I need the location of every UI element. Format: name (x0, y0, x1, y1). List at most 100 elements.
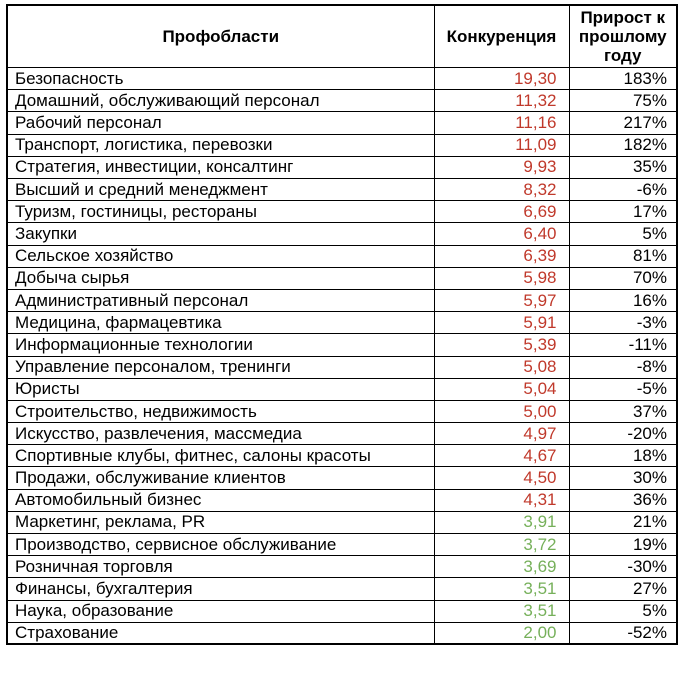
profession-cell: Добыча сырья (6, 266, 435, 290)
competition-value: 6,40 (433, 222, 570, 246)
growth-value: 19% (568, 533, 678, 557)
table-row: Финансы, бухгалтерия 3,51 27% (6, 577, 678, 601)
table-row: Искусство, развлечения, массмедиа 4,97 -20… (6, 422, 678, 446)
profession-cell: Сельское хозяйство (6, 244, 435, 268)
growth-value: 182% (568, 133, 678, 157)
table-row: Сельское хозяйство 6,39 81% (6, 244, 678, 268)
competition-value: 5,00 (433, 399, 570, 424)
table-row: Производство, сервисное обслуживание 3,72… (6, 533, 678, 557)
competition-value: 4,31 (433, 488, 570, 512)
growth-value: 36% (568, 488, 678, 512)
competition-value: 9,93 (433, 155, 570, 180)
profession-cell: Маркетинг, реклама, PR (6, 510, 435, 535)
profession-cell: Информационные технологии (6, 333, 435, 357)
competition-value: 3,91 (433, 510, 570, 535)
competition-value: 5,04 (433, 377, 570, 401)
competition-value: 5,91 (433, 311, 570, 335)
growth-value: 16% (568, 288, 678, 313)
table-row: Добыча сырья 5,98 70% (6, 266, 678, 290)
growth-value: -20% (568, 422, 678, 446)
growth-value: 17% (568, 200, 678, 224)
growth-value: 18% (568, 444, 678, 468)
competition-value: 5,08 (433, 355, 570, 379)
competition-value: 11,09 (433, 133, 570, 157)
profession-cell: Наука, образование (6, 599, 435, 623)
growth-value: -8% (568, 355, 678, 379)
table-row: Юристы 5,04 -5% (6, 377, 678, 401)
competition-value: 3,69 (433, 555, 570, 579)
competition-value: 6,69 (433, 200, 570, 224)
profession-cell: Домашний, обслуживающий персонал (6, 89, 435, 113)
growth-value: 37% (568, 399, 678, 424)
growth-value: 5% (568, 222, 678, 246)
table-row: Транспорт, логистика, перевозки 11,09 182% (6, 133, 678, 157)
competition-value: 5,98 (433, 266, 570, 290)
growth-value: -5% (568, 377, 678, 401)
profession-cell: Медицина, фармацевтика (6, 311, 435, 335)
table-row: Информационные технологии 5,39 -11% (6, 333, 678, 357)
growth-value: -52% (568, 621, 678, 645)
table-header: Профобласти Конкуренция Прирост к прошло… (6, 4, 678, 69)
table-row: Автомобильный бизнес 4,31 36% (6, 488, 678, 512)
table-row: Маркетинг, реклама, PR 3,91 21% (6, 510, 678, 535)
growth-value: 5% (568, 599, 678, 623)
growth-value: 35% (568, 155, 678, 180)
profession-cell: Юристы (6, 377, 435, 401)
competition-value: 5,97 (433, 288, 570, 313)
table-row: Туризм, гостиницы, рестораны 6,69 17% (6, 200, 678, 224)
profession-cell: Закупки (6, 222, 435, 246)
profession-cell: Управление персоналом, тренинги (6, 355, 435, 379)
table-row: Безопасность 19,30 183% (6, 67, 678, 91)
profession-cell: Финансы, бухгалтерия (6, 577, 435, 601)
table-row: Стратегия, инвестиции, консалтинг 9,93 35% (6, 155, 678, 180)
growth-value: 70% (568, 266, 678, 290)
growth-value: 183% (568, 67, 678, 91)
growth-value: -6% (568, 178, 678, 202)
table-row: Продажи, обслуживание клиентов 4,50 30% (6, 466, 678, 490)
column-header-profession: Профобласти (6, 4, 435, 69)
table-row: Высший и средний менеджмент 8,32 -6% (6, 178, 678, 202)
competition-value: 19,30 (433, 67, 570, 91)
table-row: Спортивные клубы, фитнес, салоны красоты… (6, 444, 678, 468)
table-row: Строительство, недвижимость 5,00 37% (6, 399, 678, 424)
table-row: Административный персонал 5,97 16% (6, 288, 678, 313)
professions-competition-table-container: Профобласти Конкуренция Прирост к прошло… (6, 4, 678, 646)
profession-cell: Строительство, недвижимость (6, 399, 435, 424)
column-header-growth: Прирост к прошлому году (568, 4, 678, 69)
profession-cell: Высший и средний менеджмент (6, 178, 435, 202)
profession-cell: Стратегия, инвестиции, консалтинг (6, 155, 435, 180)
growth-value: 30% (568, 466, 678, 490)
competition-value: 3,72 (433, 533, 570, 557)
table-row: Розничная торговля 3,69 -30% (6, 555, 678, 579)
growth-value: -3% (568, 311, 678, 335)
profession-cell: Искусство, развлечения, массмедиа (6, 422, 435, 446)
header-row: Профобласти Конкуренция Прирост к прошло… (6, 4, 678, 69)
column-header-competition: Конкуренция (433, 4, 570, 69)
competition-value: 4,50 (433, 466, 570, 490)
competition-value: 8,32 (433, 178, 570, 202)
table-row: Страхование 2,00 -52% (6, 621, 678, 645)
table-row: Управление персоналом, тренинги 5,08 -8% (6, 355, 678, 379)
competition-value: 4,67 (433, 444, 570, 468)
profession-cell: Автомобильный бизнес (6, 488, 435, 512)
competition-value: 3,51 (433, 577, 570, 601)
profession-cell: Административный персонал (6, 288, 435, 313)
growth-value: 21% (568, 510, 678, 535)
profession-cell: Туризм, гостиницы, рестораны (6, 200, 435, 224)
growth-value: 75% (568, 89, 678, 113)
profession-cell: Безопасность (6, 67, 435, 91)
profession-cell: Розничная торговля (6, 555, 435, 579)
profession-cell: Страхование (6, 621, 435, 645)
growth-value: -11% (568, 333, 678, 357)
competition-value: 3,51 (433, 599, 570, 623)
professions-competition-table: Профобласти Конкуренция Прирост к прошло… (6, 4, 678, 646)
growth-value: 217% (568, 111, 678, 135)
table-row: Закупки 6,40 5% (6, 222, 678, 246)
table-row: Медицина, фармацевтика 5,91 -3% (6, 311, 678, 335)
profession-cell: Спортивные клубы, фитнес, салоны красоты (6, 444, 435, 468)
growth-value: -30% (568, 555, 678, 579)
profession-cell: Рабочий персонал (6, 111, 435, 135)
profession-cell: Продажи, обслуживание клиентов (6, 466, 435, 490)
table-row: Наука, образование 3,51 5% (6, 599, 678, 623)
competition-value: 11,16 (433, 111, 570, 135)
